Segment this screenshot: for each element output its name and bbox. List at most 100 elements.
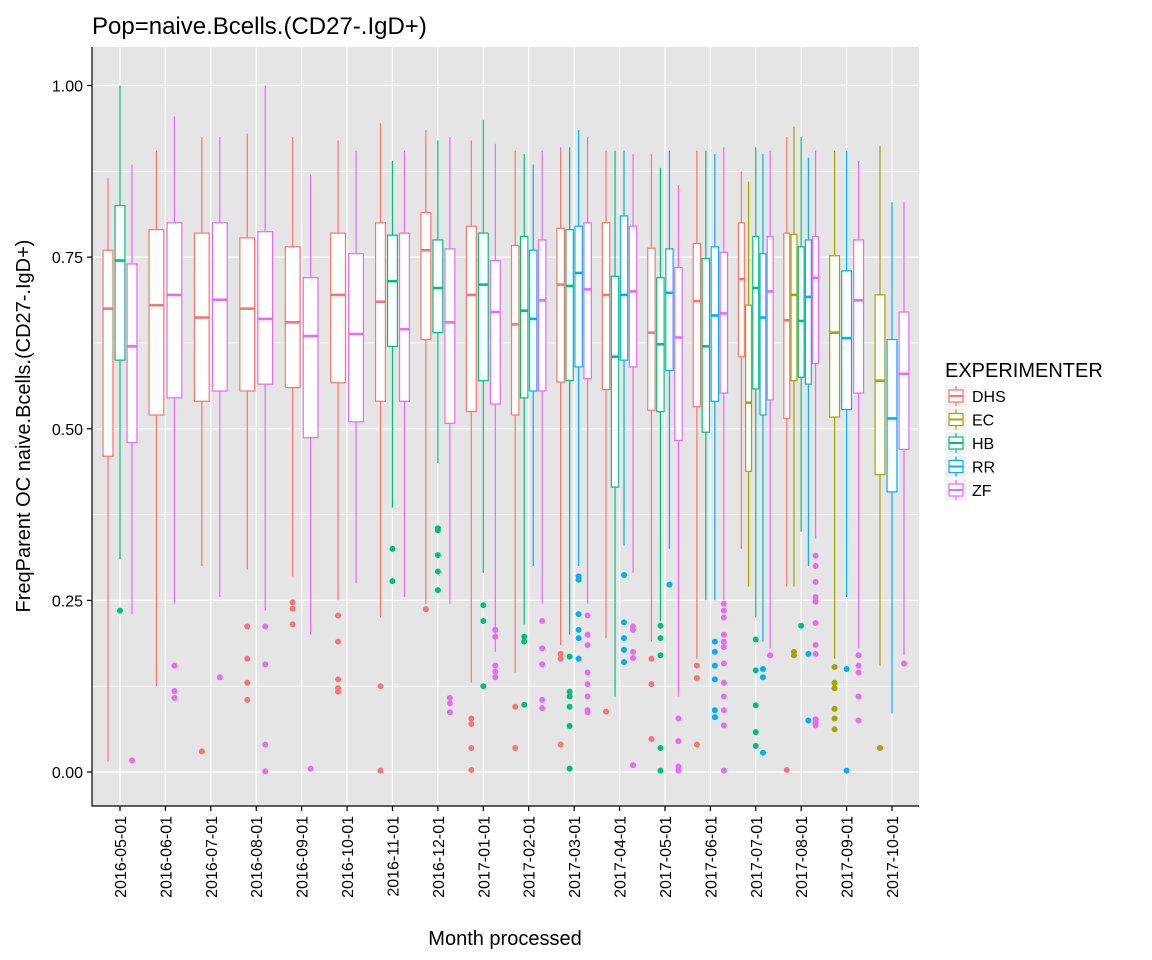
outlier-point xyxy=(759,666,766,673)
box-body xyxy=(841,270,853,411)
outlier-point xyxy=(521,633,528,640)
box-HB xyxy=(752,147,760,749)
outlier-point xyxy=(117,607,123,614)
outlier-point xyxy=(539,705,546,712)
outlier-point xyxy=(711,714,718,721)
box-body xyxy=(510,244,520,416)
outlier-point xyxy=(812,593,819,600)
outlier-point xyxy=(812,552,819,559)
outlier-point xyxy=(389,545,396,552)
outlier-point xyxy=(480,602,487,609)
outlier-point xyxy=(720,767,727,774)
box-body xyxy=(537,239,547,392)
outlier-point xyxy=(759,674,766,681)
outlier-point xyxy=(630,762,637,769)
outlier-point xyxy=(575,635,582,642)
box-body xyxy=(348,253,365,423)
outlier-point xyxy=(603,708,610,715)
outlier-point xyxy=(720,722,727,729)
outlier-point xyxy=(566,693,573,700)
box-HB xyxy=(477,119,489,690)
outlier-point xyxy=(621,619,628,626)
outlier-point xyxy=(855,669,862,676)
outlier-point xyxy=(557,655,564,662)
x-tick-label: 2016-06-01 xyxy=(158,816,175,898)
outlier-point xyxy=(422,606,429,613)
outlier-point xyxy=(812,650,819,657)
x-tick-label: 2016-07-01 xyxy=(204,816,221,898)
legend-label: DHS xyxy=(972,389,1006,406)
legend-label: ZF xyxy=(972,483,992,500)
outlier-point xyxy=(630,655,637,662)
box-DHS xyxy=(556,147,565,748)
outlier-point xyxy=(198,748,205,755)
outlier-point xyxy=(711,707,718,714)
outlier-point xyxy=(468,744,475,751)
outlier-point xyxy=(566,653,573,660)
outlier-point xyxy=(446,700,453,707)
box-body xyxy=(126,263,138,444)
box-body xyxy=(804,239,812,385)
outlier-point xyxy=(584,612,591,619)
outlier-point xyxy=(262,768,269,775)
outlier-point xyxy=(720,600,727,607)
box-body xyxy=(647,247,656,411)
box-body xyxy=(148,229,165,416)
box-body xyxy=(519,235,529,399)
outlier-point xyxy=(752,729,759,736)
box-RR xyxy=(619,150,629,666)
outlier-point xyxy=(575,611,582,618)
outlier-point xyxy=(711,638,718,645)
x-tick-label: 2017-05-01 xyxy=(658,816,675,898)
outlier-point xyxy=(693,662,700,669)
box-body xyxy=(674,266,683,442)
outlier-point xyxy=(492,674,499,681)
y-axis: 0.00 0.25 0.50 0.75 1.00 xyxy=(52,47,93,806)
outlier-point xyxy=(244,623,251,630)
outlier-point xyxy=(752,667,759,674)
outlier-point xyxy=(584,631,591,638)
outlier-point xyxy=(805,650,812,657)
box-body xyxy=(398,232,410,402)
outlier-point xyxy=(468,715,475,722)
x-tick-label: 2017-09-01 xyxy=(840,816,857,898)
box-ZF xyxy=(537,150,547,712)
outlier-point xyxy=(812,563,819,570)
outlier-point xyxy=(557,650,564,657)
outlier-point xyxy=(720,614,727,621)
box-DHS xyxy=(193,136,210,755)
box-ZF xyxy=(444,136,456,716)
box-DHS xyxy=(647,154,656,743)
outlier-point xyxy=(539,617,546,624)
legend-item-ZF: ZF xyxy=(945,479,992,501)
y-tick-label: 0.25 xyxy=(52,593,83,610)
outlier-point xyxy=(666,581,673,588)
outlier-point xyxy=(711,662,718,669)
box-DHS xyxy=(148,150,165,687)
box-RR xyxy=(528,164,538,567)
box-HB xyxy=(519,154,529,708)
legend-title: EXPERIMENTER xyxy=(945,360,1103,382)
outlier-point xyxy=(752,636,759,643)
outlier-point xyxy=(831,726,838,733)
outlier-point xyxy=(798,622,805,629)
box-DHS xyxy=(601,150,611,715)
x-axis: 2016-05-01 2016-06-01 2016-07-01 2016-08-01… xyxy=(92,805,919,898)
outlier-point xyxy=(675,767,682,774)
outlier-point xyxy=(693,674,700,681)
box-DHS xyxy=(239,133,256,703)
chart-title: Pop=naive.Bcells.(CD27-.IgD+) xyxy=(92,13,427,40)
box-body xyxy=(583,222,592,380)
outlier-point xyxy=(492,633,499,640)
box-body xyxy=(752,235,760,390)
x-tick-label: 2017-06-01 xyxy=(703,816,720,898)
outlier-point xyxy=(262,623,269,630)
outlier-point xyxy=(812,722,819,729)
outlier-point xyxy=(446,709,453,716)
box-layer xyxy=(102,85,910,775)
box-body xyxy=(257,231,274,385)
outlier-point xyxy=(539,645,546,652)
outlier-point xyxy=(335,688,342,695)
outlier-point xyxy=(335,638,342,645)
